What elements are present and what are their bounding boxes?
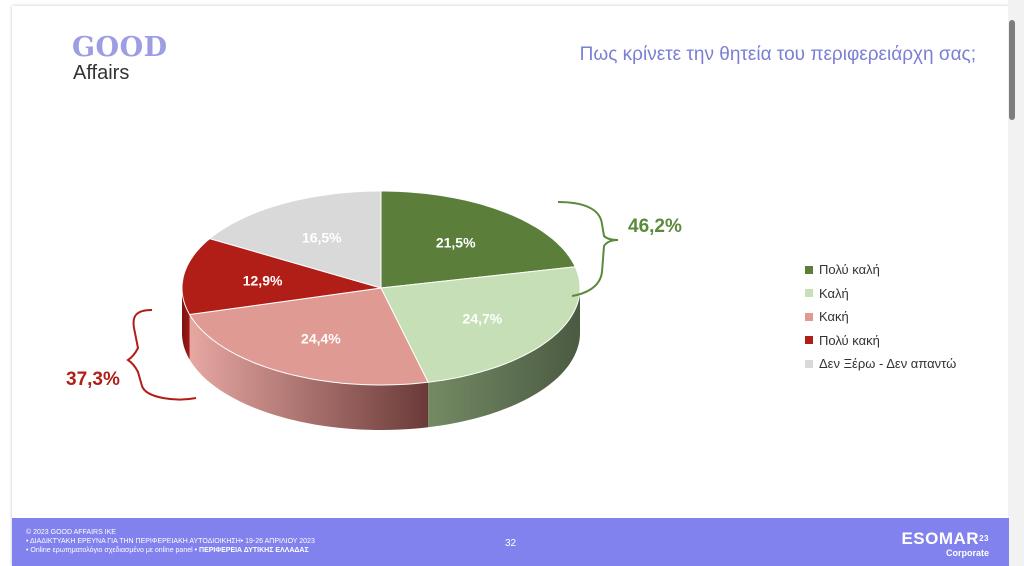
good-affairs-logo: GOOD Affairs (72, 32, 168, 85)
legend-label: Καλή (819, 285, 849, 301)
legend-item: Πολύ καλή (805, 258, 956, 282)
footer-method-text: • Online ερωτηματολόγιο σχεδιασμένο με o… (26, 547, 193, 554)
legend-item: Καλή (805, 282, 956, 306)
legend-item: Κακή (805, 305, 956, 329)
footer-bar: © 2023 GOOD AFFAIRS IKE • ΔΙΑΔΙΚΤΥΑΚΗ ΕΡ… (12, 518, 1009, 566)
legend-swatch (805, 289, 813, 298)
page-number: 32 (505, 538, 517, 549)
legend-label: Πολύ καλή (819, 262, 880, 278)
esomar-logo: ESOMAR23 Corporate (901, 529, 989, 559)
esomar-sub: Corporate (945, 548, 989, 558)
chart-legend: Πολύ καλή Καλή Κακή Πολύ κακή Δεν Ξέρω -… (805, 258, 956, 376)
logo-text-bottom: Affairs (73, 62, 130, 84)
footer-copyright: © 2023 GOOD AFFAIRS IKE (26, 529, 116, 536)
scrollbar-track[interactable] (1008, 0, 1024, 566)
legend-label: Πολύ κακή (819, 332, 880, 348)
footer-region: • ΠΕΡΙΦΕΡΕΙΑ ΔΥΤΙΚΗΣ ΕΛΛΑΔΑΣ (194, 547, 309, 554)
legend-item: Πολύ κακή (805, 329, 956, 353)
legend-label: Δεν Ξέρω - Δεν απαντώ (819, 356, 957, 372)
esomar-sup: 23 (979, 534, 989, 543)
legend-swatch (805, 265, 813, 274)
legend-swatch (805, 336, 813, 345)
legend-swatch (805, 359, 813, 368)
legend-item: Δεν Ξέρω - Δεν απαντώ (805, 352, 956, 376)
esomar-name: ESOMAR (901, 529, 980, 548)
legend-swatch (805, 312, 813, 321)
scrollbar-thumb[interactable] (1009, 20, 1015, 120)
logo-text-top: GOOD (72, 32, 168, 63)
footer-method: • Online ερωτηματολόγιο σχεδιασμένο με o… (26, 546, 315, 555)
footer-survey: • ΔΙΑΔΙΚΤΥΑΚΗ ΕΡΕΥΝΑ ΓΙΑ ΤΗΝ ΠΕΡΙΦΕΡΕΙΑΚ… (26, 538, 315, 545)
chart-title: Πως κρίνετε την θητεία του περιφερειάρχη… (579, 44, 976, 65)
footer-notes: © 2023 GOOD AFFAIRS IKE • ΔΙΑΔΙΚΤΥΑΚΗ ΕΡ… (26, 528, 315, 555)
legend-label: Κακή (819, 309, 849, 325)
